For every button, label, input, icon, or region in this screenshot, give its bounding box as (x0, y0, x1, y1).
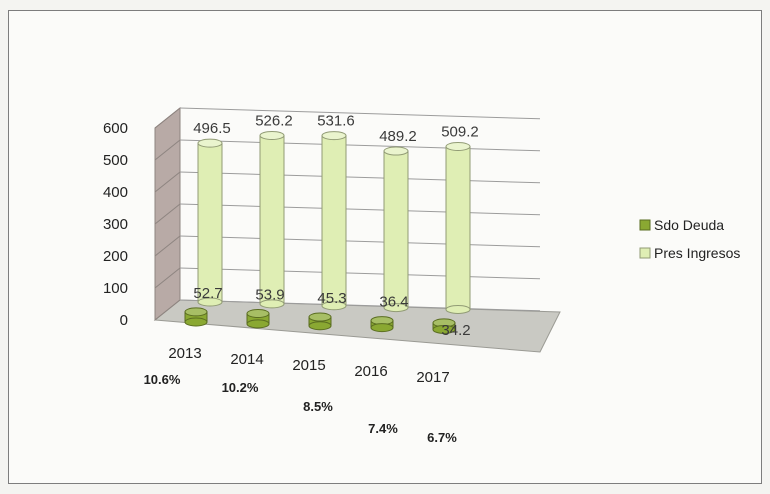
legend-swatch (639, 247, 651, 259)
gridline-side (154, 267, 181, 289)
y-tick-label: 500 (103, 152, 128, 169)
y-tick-label: 100 (103, 280, 128, 297)
bar-sdo-deuda-base (308, 321, 332, 331)
gridline-side (154, 171, 181, 193)
bar-pres-ingresos-base (321, 301, 347, 311)
legend-label: Sdo Deuda (654, 217, 724, 233)
data-label-sdo-deuda: 52.7 (193, 285, 222, 302)
annotation-percent: 6.7% (427, 430, 457, 445)
gridline (179, 203, 541, 216)
bar-pres-ingresos-top (259, 130, 285, 140)
bar-sdo-deuda-top (184, 307, 208, 317)
bars (184, 130, 471, 334)
y-tick-label: 400 (103, 184, 128, 201)
bar-pres-ingresos-top (197, 138, 223, 148)
data-label-pres-ingresos: 489.2 (379, 128, 417, 145)
data-label-pres-ingresos: 509.2 (441, 123, 479, 140)
data-labels: 496.5 52.7 526.2 53.9 531.6 45.3 489.2 36.4 509.… (193, 112, 479, 338)
y-tick-label: 300 (103, 216, 128, 233)
bar-pres-ingresos-base (383, 303, 409, 313)
bar-pres-ingresos (259, 134, 285, 305)
legend: Sdo Deuda Pres Ingresos (639, 217, 740, 261)
gridline (179, 107, 541, 120)
bar-pres-ingresos-top (321, 131, 347, 141)
bar-sdo-deuda-top (246, 309, 270, 319)
x-tick-label: 2013 (168, 345, 201, 362)
y-tick-label: 0 (120, 312, 128, 329)
gridline-side (154, 139, 181, 161)
data-label-pres-ingresos: 531.6 (317, 113, 355, 130)
bar-sdo-deuda-base (432, 324, 456, 334)
y-tick-label: 600 (103, 120, 128, 137)
floor (153, 299, 561, 353)
bar-sdo-deuda-top (308, 312, 332, 322)
annotation-percent: 7.4% (368, 421, 398, 436)
gridline-side (154, 235, 181, 257)
data-label-sdo-deuda: 53.9 (255, 287, 284, 304)
data-label-sdo-deuda: 45.3 (317, 290, 346, 307)
gridline-side (154, 203, 181, 225)
gridline (179, 235, 541, 248)
gridline-side (154, 299, 181, 321)
x-tick-label: 2016 (354, 363, 387, 380)
bar-sdo-deuda-base (246, 319, 270, 329)
gridline (179, 139, 541, 152)
y-axis-ticks: 0 100 200 300 400 500 600 (103, 120, 128, 329)
bar-pres-ingresos-top (383, 146, 409, 156)
bar-pres-ingresos (383, 150, 409, 309)
bar-pres-ingresos-base (259, 299, 285, 309)
legend-label: Pres Ingresos (654, 245, 740, 261)
legend-swatch (639, 219, 651, 231)
gridline (179, 299, 541, 312)
gridline (179, 171, 541, 184)
bar-pres-ingresos (321, 135, 347, 307)
bar-pres-ingresos-top (445, 141, 471, 151)
bar-pres-ingresos (445, 145, 471, 310)
bar-pres-ingresos-base (445, 304, 471, 314)
x-axis-ticks: 2013 2014 2015 2016 2017 (168, 345, 449, 386)
annotation-percent: 10.2% (222, 380, 259, 395)
annotation-percent: 10.6% (144, 372, 181, 387)
y-tick-label: 200 (103, 248, 128, 265)
data-label-pres-ingresos: 526.2 (255, 112, 293, 129)
annotations: 10.6% 10.2% 8.5% 7.4% 6.7% (144, 372, 458, 445)
bar-pres-ingresos (197, 142, 223, 303)
x-tick-label: 2017 (416, 369, 449, 386)
bar-sdo-deuda-base (370, 323, 394, 333)
bar-sdo-deuda-base (184, 317, 208, 327)
gridlines (154, 107, 541, 321)
data-label-sdo-deuda: 34.2 (441, 322, 470, 339)
data-label-pres-ingresos: 496.5 (193, 120, 231, 137)
annotation-percent: 8.5% (303, 399, 333, 414)
bar-pres-ingresos-base (197, 297, 223, 307)
gridline (179, 267, 541, 280)
x-tick-label: 2015 (292, 357, 325, 374)
data-label-sdo-deuda: 36.4 (379, 294, 408, 311)
gridline-side (154, 107, 181, 129)
x-tick-label: 2014 (230, 351, 263, 368)
